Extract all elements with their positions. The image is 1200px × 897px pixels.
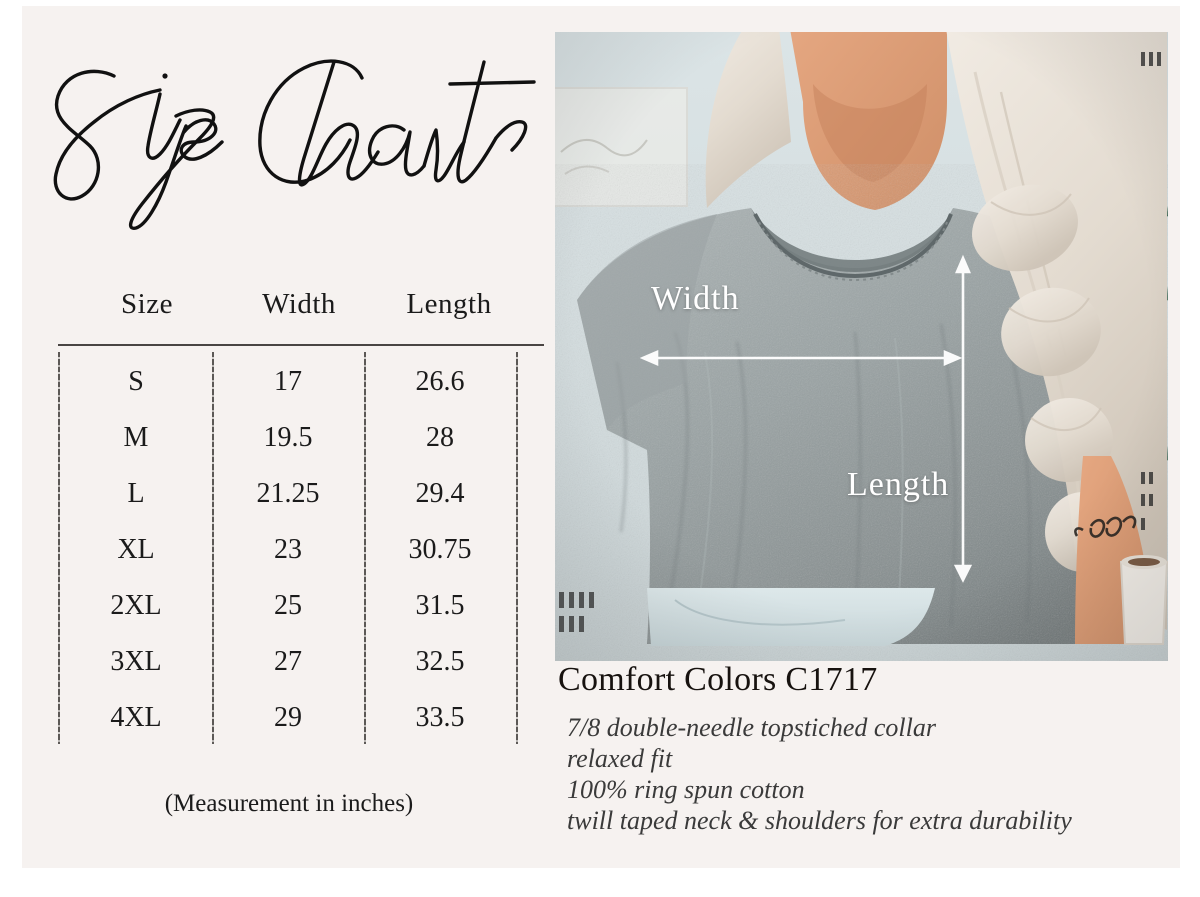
cell-size: 3XL bbox=[110, 646, 162, 677]
cell-width: 19.5 bbox=[263, 422, 313, 453]
header-divider-rule bbox=[58, 344, 544, 346]
cell-length: 30.75 bbox=[408, 534, 472, 565]
cell-length: 33.5 bbox=[415, 702, 465, 733]
cell-length: 26.6 bbox=[415, 366, 465, 397]
product-feature-list: 7/8 double-needle topstiched collar rela… bbox=[567, 712, 1179, 836]
cell-size: 2XL bbox=[110, 590, 162, 621]
column-header-size: Size bbox=[121, 288, 173, 320]
cell-length: 31.5 bbox=[415, 590, 465, 621]
cell-width: 29 bbox=[274, 702, 302, 733]
cell-width: 21.25 bbox=[256, 478, 320, 509]
feature-item: twill taped neck & shoulders for extra d… bbox=[567, 806, 1072, 835]
table-row: S 17 26.6 bbox=[34, 362, 544, 418]
table-row: 3XL 27 32.5 bbox=[34, 642, 544, 698]
column-header-length: Length bbox=[406, 288, 492, 320]
left-column: Size Width Length S 17 26.6 M 19.5 28 bbox=[22, 6, 555, 868]
cell-size: S bbox=[128, 366, 144, 397]
cell-size: M bbox=[123, 422, 149, 453]
cell-length: 28 bbox=[426, 422, 454, 453]
table-row: M 19.5 28 bbox=[34, 418, 544, 474]
length-measurement-label: Length bbox=[847, 466, 950, 503]
model-photo-illustration bbox=[555, 32, 1168, 661]
cell-size: L bbox=[127, 478, 145, 509]
size-table: Size Width Length S 17 26.6 M 19.5 28 bbox=[34, 288, 544, 744]
right-column: Width Length Comfort Colors C1717 7/8 do… bbox=[555, 6, 1180, 868]
table-row: XL 23 30.75 bbox=[34, 530, 544, 586]
table-vertical-divider bbox=[364, 352, 366, 744]
table-row: 2XL 25 31.5 bbox=[34, 586, 544, 642]
product-title: Comfort Colors C1717 bbox=[558, 661, 878, 698]
table-vertical-divider bbox=[58, 352, 60, 744]
cell-width: 23 bbox=[274, 534, 302, 565]
feature-item: 7/8 double-needle topstiched collar bbox=[567, 713, 936, 742]
feature-item: relaxed fit bbox=[567, 744, 673, 773]
cell-width: 17 bbox=[274, 366, 302, 397]
table-vertical-divider bbox=[516, 352, 518, 744]
cell-length: 32.5 bbox=[415, 646, 465, 677]
cell-width: 27 bbox=[274, 646, 302, 677]
table-vertical-divider bbox=[212, 352, 214, 744]
table-body: S 17 26.6 M 19.5 28 L 21.25 29.4 XL 23 bbox=[34, 348, 544, 748]
table-row: L 21.25 29.4 bbox=[34, 474, 544, 530]
cell-length: 29.4 bbox=[415, 478, 465, 509]
table-header-row: Size Width Length bbox=[34, 288, 544, 340]
size-chart-script-title bbox=[53, 59, 536, 230]
cell-size: XL bbox=[117, 534, 155, 565]
table-row: 4XL 29 33.5 bbox=[34, 698, 544, 754]
width-measurement-label: Width bbox=[651, 280, 740, 317]
cell-size: 4XL bbox=[110, 702, 162, 733]
feature-item: 100% ring spun cotton bbox=[567, 775, 805, 804]
product-photo: Width Length bbox=[555, 32, 1168, 661]
measurement-note: (Measurement in inches) bbox=[164, 790, 414, 817]
column-header-width: Width bbox=[262, 288, 336, 320]
cell-width: 25 bbox=[274, 590, 302, 621]
page-title bbox=[32, 54, 552, 234]
